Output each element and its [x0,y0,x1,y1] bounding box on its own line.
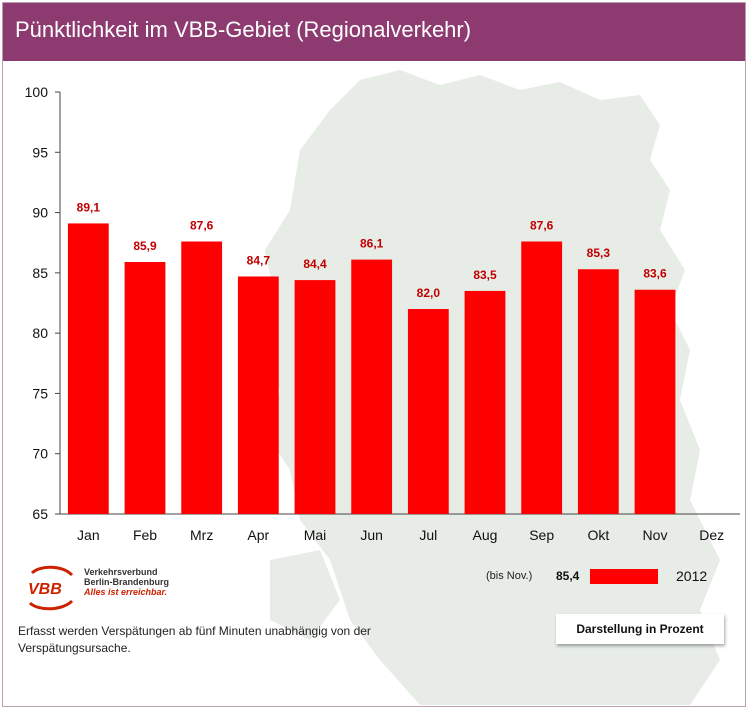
vbb-logo-mark: VBB [28,565,74,611]
x-tick-label: Jul [419,527,437,543]
map-silhouette-west [270,550,340,640]
bar-value-label: 83,5 [473,268,497,282]
x-tick-label: Okt [587,527,609,543]
legend-average-prefix: (bis Nov.) [486,570,533,582]
bar-value-label: 87,6 [530,219,554,233]
bar-value-label: 87,6 [190,219,214,233]
x-tick-label: Jun [360,527,383,543]
vbb-logo: VBB Verkehrsverbund Berlin-Brandenburg A… [22,563,232,613]
svg-text:VBB: VBB [28,581,62,598]
bar-sep [521,241,563,514]
bar-apr [237,276,279,514]
y-tick-label: 90 [32,205,48,221]
bar-nov [634,289,676,514]
y-tick-label: 100 [25,84,49,100]
x-tick-label: Aug [473,527,498,543]
bar-value-label: 84,7 [247,253,271,267]
x-tick-label: Nov [643,527,668,543]
x-tick-label: Sep [529,527,554,543]
x-tick-label: Mai [304,527,327,543]
bar-jun [351,259,393,514]
bar-value-label: 86,1 [360,237,384,251]
y-tick-label: 70 [32,446,48,462]
bar-feb [124,262,166,514]
y-tick-label: 75 [32,385,48,401]
bar-mai [294,280,336,514]
legend-label-2012: 2012 [676,568,708,584]
bar-mrz [181,241,223,514]
y-tick-label: 65 [32,506,48,522]
chart-title: Pünktlichkeit im VBB-Gebiet (Regionalver… [15,17,472,42]
x-tick-label: Feb [133,527,157,543]
title-bar: Pünktlichkeit im VBB-Gebiet (Regionalver… [3,3,745,61]
bar-okt [577,269,619,514]
bar-value-label: 83,6 [643,267,667,281]
bar-jan [67,223,109,514]
unit-badge: Darstellung in Prozent [556,614,724,644]
bar-jul [407,309,449,514]
x-tick-label: Mrz [190,527,213,543]
y-tick-label: 95 [32,144,48,160]
vbb-logo-text: Verkehrsverbund Berlin-Brandenburg Alles… [84,567,170,597]
bar-aug [464,290,506,514]
bar-value-label: 85,9 [133,239,157,253]
bar-value-label: 84,4 [303,257,327,271]
x-tick-label: Apr [247,527,269,543]
y-tick-label: 80 [32,325,48,341]
footnote: Erfasst werden Verspätungen ab fünf Minu… [18,624,371,655]
legend-swatch-2012 [590,569,658,584]
y-tick-label: 85 [32,265,48,281]
legend-average-value: 85,4 [556,569,580,583]
bar-value-label: 89,1 [77,200,101,214]
x-tick-label: Jan [77,527,100,543]
x-tick-label: Dez [699,527,724,543]
bar-value-label: 85,3 [587,246,611,260]
bar-value-label: 82,0 [417,286,441,300]
